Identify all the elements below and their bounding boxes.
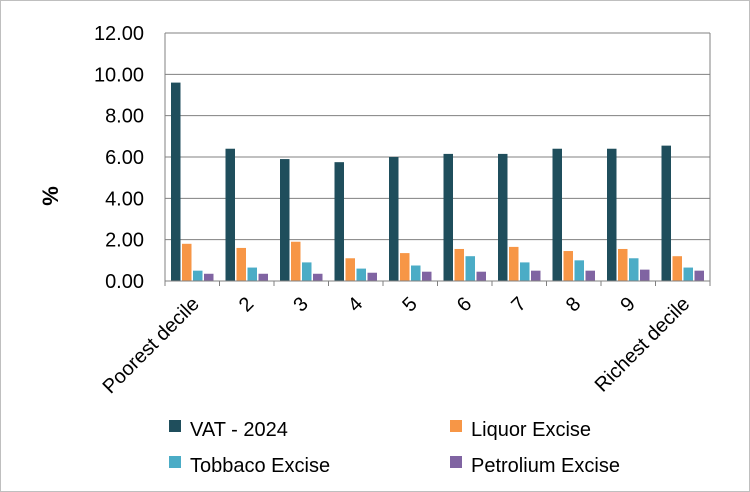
bar-vat-2024-8 [552, 148, 562, 281]
legend-label: Tobbaco Excise [190, 455, 330, 477]
bar-tobbaco-excise-7 [520, 262, 530, 281]
bar-vat-2024-7 [498, 153, 508, 281]
bar-liquor-excise-5 [400, 253, 410, 281]
bar-tobbaco-excise-4 [356, 268, 366, 281]
y-tick-label: 2.00 [105, 230, 144, 252]
bar-vat-2024-5 [389, 157, 399, 281]
bar-tobbaco-excise-2 [247, 267, 257, 281]
legend-swatch [169, 456, 181, 468]
y-tick-label: 4.00 [105, 188, 144, 210]
bars [171, 82, 704, 281]
bar-vat-2024-6 [443, 153, 453, 281]
y-tick-label: 6.00 [105, 147, 144, 169]
bar-tobbaco-excise-3 [302, 262, 312, 281]
legend-swatch [450, 420, 462, 432]
bar-liquor-excise-4 [345, 258, 355, 281]
legend-swatch [169, 420, 181, 432]
legend-label: VAT - 2024 [190, 419, 288, 441]
bar-vat-2024-3 [280, 159, 290, 281]
bar-vat-2024-4 [334, 162, 344, 281]
grid-lines [165, 32, 710, 241]
bar-petrolium-excise-3 [313, 273, 323, 281]
bar-liquor-excise-8 [563, 251, 573, 281]
bar-liquor-excise-9 [618, 248, 628, 281]
bar-liquor-excise-1 [182, 243, 192, 281]
y-tick-label: 10.00 [94, 64, 144, 86]
bar-petrolium-excise-7 [531, 270, 541, 281]
y-axis-label: % [38, 186, 63, 206]
bar-petrolium-excise-6 [476, 271, 486, 281]
bar-liquor-excise-6 [454, 248, 464, 281]
bar-tobbaco-excise-6 [465, 256, 475, 281]
bar-liquor-excise-10 [672, 256, 682, 281]
bar-vat-2024-2 [225, 148, 235, 281]
bar-vat-2024-10 [661, 145, 671, 281]
bar-petrolium-excise-2 [258, 273, 268, 281]
bar-tobbaco-excise-9 [629, 258, 639, 281]
legend-label: Liquor Excise [471, 419, 591, 441]
bar-petrolium-excise-9 [640, 269, 650, 281]
bar-petrolium-excise-8 [585, 270, 595, 281]
bar-petrolium-excise-1 [204, 273, 214, 281]
legend: VAT - 2024 Liquor Excise Tobbaco Excise Pet… [169, 419, 620, 477]
bar-petrolium-excise-4 [367, 272, 377, 281]
bar-liquor-excise-7 [509, 246, 519, 281]
legend-swatch [450, 456, 462, 468]
bar-petrolium-excise-10 [694, 270, 704, 281]
bar-liquor-excise-3 [291, 241, 301, 281]
bar-tobbaco-excise-10 [683, 267, 693, 281]
y-tick-label: 12.00 [94, 23, 144, 45]
bar-vat-2024-9 [607, 148, 617, 281]
legend-label: Petrolium Excise [471, 455, 620, 477]
bar-liquor-excise-2 [236, 247, 246, 281]
bar-tobbaco-excise-1 [193, 270, 203, 281]
bar-petrolium-excise-5 [422, 271, 432, 281]
y-tick-label: 8.00 [105, 106, 144, 128]
y-tick-label: 0.00 [105, 271, 144, 293]
bar-tobbaco-excise-8 [574, 260, 584, 281]
bar-tobbaco-excise-5 [411, 265, 421, 281]
bar-vat-2024-1 [171, 82, 181, 281]
